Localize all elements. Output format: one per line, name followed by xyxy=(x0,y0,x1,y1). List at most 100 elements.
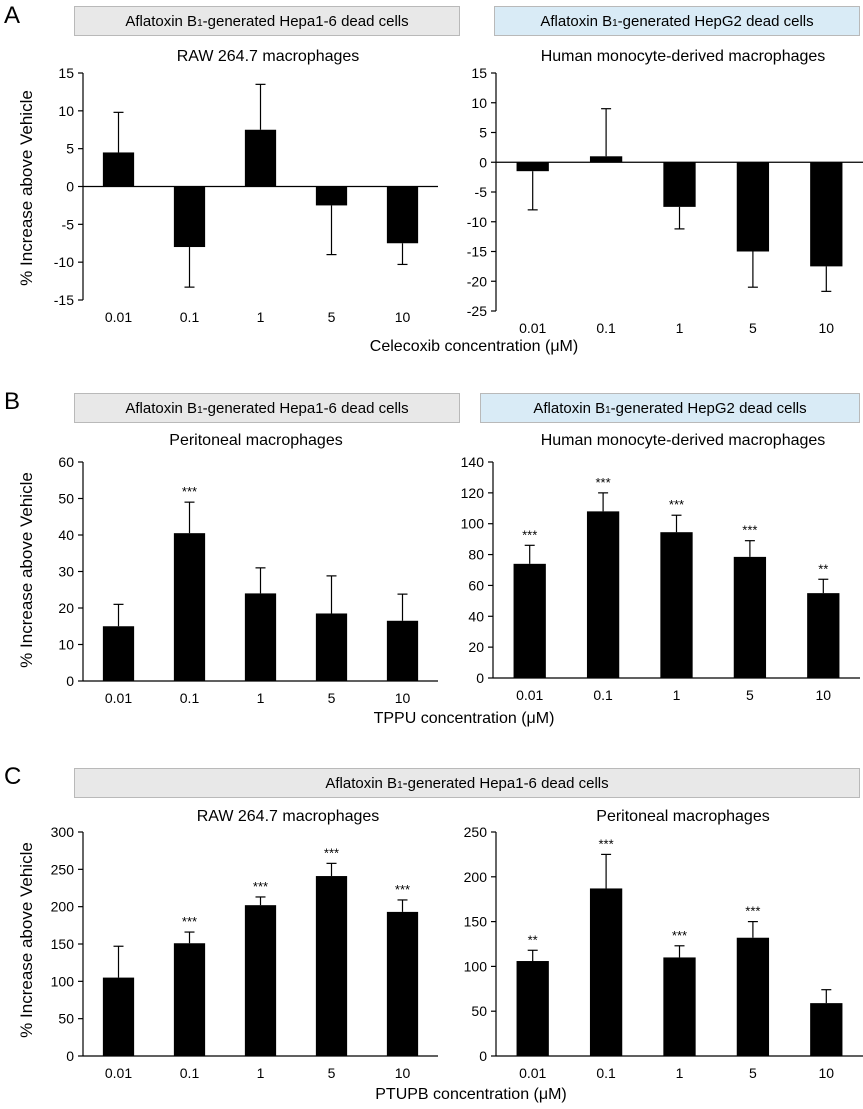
x-tick-label: 1 xyxy=(257,1065,265,1081)
condition-box-hepa: Aflatoxin B 1 -generated Hepa1-6 dead cell… xyxy=(74,393,460,423)
bar-chart-c-left: 0 50 100 150 200 250 300 0.01 *** 0.1 *** 1 *** 5 *** 1… xyxy=(51,824,438,1081)
significance-label: ** xyxy=(528,932,538,947)
x-tick-label: 10 xyxy=(819,1065,835,1081)
x-tick-label: 5 xyxy=(749,1065,757,1081)
x-tick-label: 0.01 xyxy=(105,309,132,325)
significance-label: *** xyxy=(596,475,611,490)
condition-prefix: Aflatoxin B xyxy=(325,774,398,792)
bar-chart-b-right: 0 20 40 60 80 100 120 140 *** 0.01 *** 0.1 *** 1 *** 5 *… xyxy=(461,454,860,703)
condition-suffix: -generated HepG2 dead cells xyxy=(617,12,814,30)
x-tick-label: 5 xyxy=(328,690,336,706)
y-tick-label: -15 xyxy=(467,244,487,260)
condition-prefix: Aflatoxin B xyxy=(125,12,198,30)
bar xyxy=(807,593,840,678)
y-tick-label: 60 xyxy=(58,454,74,470)
x-tick-label: 0.01 xyxy=(519,1065,546,1081)
bar-chart-b-left: 0 10 20 30 40 50 60 0.01 *** 0.1 1 5 10 xyxy=(58,454,438,706)
y-tick-label: 0 xyxy=(479,1048,487,1064)
bar xyxy=(736,937,770,1056)
y-tick-label: 10 xyxy=(471,95,487,111)
condition-prefix: Aflatoxin B xyxy=(533,399,606,417)
significance-label: *** xyxy=(395,882,410,897)
x-tick-label: 5 xyxy=(746,687,754,703)
y-tick-label: 30 xyxy=(58,564,74,580)
significance-label: *** xyxy=(182,914,197,929)
bar xyxy=(173,943,206,1056)
y-tick-label: 0 xyxy=(479,154,487,170)
x-tick-label: 5 xyxy=(328,309,336,325)
x-axis-label: TPPU concentration (μM) xyxy=(373,710,555,727)
bar xyxy=(586,511,620,678)
bar xyxy=(102,626,135,681)
y-tick-label: -25 xyxy=(467,303,487,319)
x-tick-label: 0.01 xyxy=(516,687,543,703)
bar xyxy=(516,961,549,1056)
bar xyxy=(736,162,770,252)
y-tick-label: 5 xyxy=(66,141,74,157)
bar xyxy=(663,162,696,207)
panel-letter-a: A xyxy=(4,2,21,29)
bar xyxy=(516,162,549,172)
y-tick-label: 15 xyxy=(58,65,74,81)
chart-subtitle: RAW 264.7 macrophages xyxy=(196,808,380,825)
y-tick-label: 10 xyxy=(58,637,74,653)
y-tick-label: 10 xyxy=(58,103,74,119)
condition-box-hepa: Aflatoxin B 1 -generated Hepa1-6 dead cell… xyxy=(74,6,460,36)
panel-letter-b: B xyxy=(4,388,21,415)
bar xyxy=(386,186,419,244)
bar xyxy=(589,888,623,1056)
bar xyxy=(173,186,206,248)
condition-prefix: Aflatoxin B xyxy=(125,399,198,417)
significance-label: *** xyxy=(745,904,760,919)
y-tick-label: 0 xyxy=(66,1048,74,1064)
x-tick-label: 1 xyxy=(676,1065,684,1081)
x-tick-label: 1 xyxy=(676,320,684,336)
x-tick-label: 10 xyxy=(819,320,835,336)
y-tick-label: 20 xyxy=(468,639,484,655)
y-tick-label: 250 xyxy=(464,824,488,840)
bar xyxy=(386,911,419,1056)
y-tick-label: -10 xyxy=(54,254,74,270)
y-tick-label: 250 xyxy=(51,861,75,877)
chart-subtitle: Peritoneal macrophages xyxy=(169,432,343,449)
y-tick-label: 0 xyxy=(66,179,74,195)
bar xyxy=(386,620,419,681)
x-tick-label: 5 xyxy=(328,1065,336,1081)
chart-subtitle: Human monocyte-derived macrophages xyxy=(540,432,826,449)
y-tick-label: -15 xyxy=(54,292,74,308)
y-tick-label: 60 xyxy=(468,577,484,593)
bar xyxy=(810,1003,843,1056)
bar xyxy=(315,876,348,1056)
x-tick-label: 0.1 xyxy=(180,1065,200,1081)
chart-subtitle: RAW 264.7 macrophages xyxy=(176,48,360,65)
y-axis-label: % Increase above Vehicle xyxy=(17,842,36,1038)
x-tick-label: 1 xyxy=(257,690,265,706)
y-tick-label: 80 xyxy=(468,547,484,563)
significance-label: *** xyxy=(182,484,197,499)
x-tick-label: 10 xyxy=(395,1065,411,1081)
significance-label: *** xyxy=(324,845,339,860)
bar xyxy=(244,593,277,681)
x-tick-label: 0.1 xyxy=(596,1065,616,1081)
y-tick-label: -20 xyxy=(467,273,487,289)
y-tick-label: 120 xyxy=(461,485,485,501)
significance-label: *** xyxy=(672,928,687,943)
y-tick-label: 150 xyxy=(51,936,75,952)
x-tick-label: 0.1 xyxy=(596,320,616,336)
bar xyxy=(663,957,696,1056)
bar-chart-c-right: 0 50 100 150 200 250 ** 0.01 *** 0.1 *** 1 *** 5 10 xyxy=(464,824,863,1081)
chart-subtitle: Peritoneal macrophages xyxy=(596,808,770,825)
y-axis-label: % Increase above Vehicle xyxy=(17,472,36,668)
bar xyxy=(315,613,348,681)
y-axis-label: % Increase above Vehicle xyxy=(17,90,36,286)
y-tick-label: 300 xyxy=(51,824,75,840)
y-tick-label: 50 xyxy=(58,491,74,507)
x-tick-label: 0.01 xyxy=(105,690,132,706)
bar xyxy=(173,533,206,681)
condition-prefix: Aflatoxin B xyxy=(540,12,613,30)
x-tick-label: 0.1 xyxy=(180,309,200,325)
panel-letter-c: C xyxy=(4,763,22,790)
condition-box-hepa: Aflatoxin B 1 -generated Hepa1-6 dead cell… xyxy=(74,768,860,798)
bar xyxy=(810,162,843,267)
